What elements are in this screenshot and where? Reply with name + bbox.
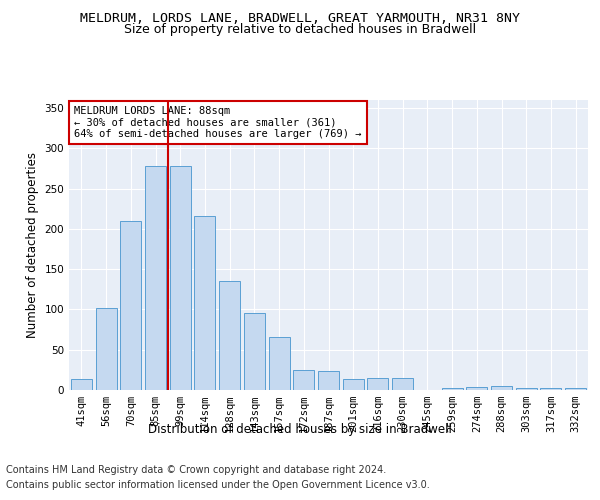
Text: Distribution of detached houses by size in Bradwell: Distribution of detached houses by size … — [148, 422, 452, 436]
Text: MELDRUM LORDS LANE: 88sqm
← 30% of detached houses are smaller (361)
64% of semi: MELDRUM LORDS LANE: 88sqm ← 30% of detac… — [74, 106, 362, 139]
Bar — [145, 166, 166, 390]
Bar — [343, 378, 364, 390]
Text: Size of property relative to detached houses in Bradwell: Size of property relative to detached ho… — [124, 22, 476, 36]
Y-axis label: Number of detached properties: Number of detached properties — [26, 152, 39, 338]
Bar — [170, 166, 191, 390]
Bar — [516, 388, 537, 390]
Text: Contains public sector information licensed under the Open Government Licence v3: Contains public sector information licen… — [6, 480, 430, 490]
Bar — [491, 386, 512, 390]
Bar — [244, 312, 265, 390]
Bar — [120, 221, 141, 390]
Bar — [219, 281, 240, 390]
Bar — [392, 378, 413, 390]
Bar — [95, 308, 116, 390]
Bar — [71, 378, 92, 390]
Bar — [442, 388, 463, 390]
Bar — [269, 337, 290, 390]
Bar — [541, 388, 562, 390]
Bar — [565, 388, 586, 390]
Text: Contains HM Land Registry data © Crown copyright and database right 2024.: Contains HM Land Registry data © Crown c… — [6, 465, 386, 475]
Bar — [466, 387, 487, 390]
Bar — [367, 378, 388, 390]
Bar — [318, 372, 339, 390]
Bar — [293, 370, 314, 390]
Text: MELDRUM, LORDS LANE, BRADWELL, GREAT YARMOUTH, NR31 8NY: MELDRUM, LORDS LANE, BRADWELL, GREAT YAR… — [80, 12, 520, 26]
Bar — [194, 216, 215, 390]
